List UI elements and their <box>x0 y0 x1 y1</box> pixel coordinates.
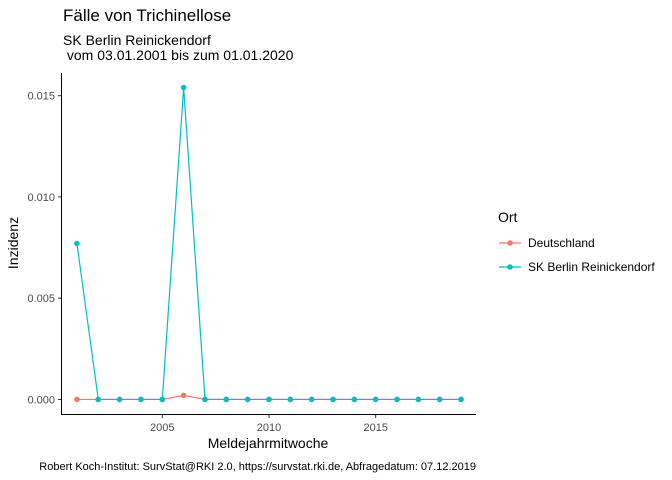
x-tick-label: 2005 <box>150 422 174 434</box>
data-point-sk-berlin-reinickendorf <box>352 397 358 403</box>
data-point-deutschland <box>181 393 187 399</box>
data-point-sk-berlin-reinickendorf <box>224 397 230 403</box>
x-axis-title: Meldejahrmitwoche <box>208 435 329 451</box>
legend-label-deutschland: Deutschland <box>528 236 595 250</box>
data-point-sk-berlin-reinickendorf <box>288 397 294 403</box>
y-tick-label: 0.000 <box>27 394 55 406</box>
data-point-sk-berlin-reinickendorf <box>181 85 187 91</box>
data-point-sk-berlin-reinickendorf <box>416 397 422 403</box>
data-point-sk-berlin-reinickendorf <box>95 397 101 403</box>
y-tick-label: 0.005 <box>27 293 55 305</box>
data-point-sk-berlin-reinickendorf <box>437 397 443 403</box>
data-point-sk-berlin-reinickendorf <box>394 397 400 403</box>
data-point-sk-berlin-reinickendorf <box>202 397 208 403</box>
chart-marks <box>74 85 464 402</box>
data-point-sk-berlin-reinickendorf <box>266 397 272 403</box>
data-point-sk-berlin-reinickendorf <box>458 397 464 403</box>
chart-title: Fälle von Trichinellose <box>63 6 231 25</box>
data-point-deutschland <box>74 397 80 403</box>
chart-subtitle-line1: SK Berlin Reinickendorf <box>63 32 211 48</box>
legend-key-point-sk-berlin-reinickendorf <box>507 264 513 270</box>
legend-label-sk-berlin-reinickendorf: SK Berlin Reinickendorf <box>528 260 655 274</box>
plot-area: 0.000 0.005 0.010 0.015 2005 2010 2015 <box>27 91 387 434</box>
data-point-sk-berlin-reinickendorf <box>159 397 165 403</box>
data-point-sk-berlin-reinickendorf <box>245 397 251 403</box>
data-point-sk-berlin-reinickendorf <box>74 241 80 247</box>
data-point-sk-berlin-reinickendorf <box>373 397 379 403</box>
y-axis-title: Inzidenz <box>5 217 21 269</box>
legend: Ort Deutschland SK Berlin Reinickendorf <box>498 209 655 274</box>
x-tick-label: 2015 <box>363 422 387 434</box>
chart-subtitle-line2: vom 03.01.2001 bis zum 01.01.2020 <box>63 47 294 63</box>
chart-caption: Robert Koch-Institut: SurvStat@RKI 2.0, … <box>39 461 476 473</box>
legend-title: Ort <box>498 209 518 225</box>
x-tick-label: 2010 <box>257 422 281 434</box>
data-point-sk-berlin-reinickendorf <box>117 397 123 403</box>
legend-key-point-deutschland <box>507 240 513 246</box>
series-line-sk-berlin-reinickendorf <box>77 88 461 400</box>
y-tick-label: 0.015 <box>27 91 55 103</box>
data-point-sk-berlin-reinickendorf <box>138 397 144 403</box>
y-tick-label: 0.010 <box>27 192 55 204</box>
data-point-sk-berlin-reinickendorf <box>330 397 336 403</box>
data-point-sk-berlin-reinickendorf <box>309 397 315 403</box>
